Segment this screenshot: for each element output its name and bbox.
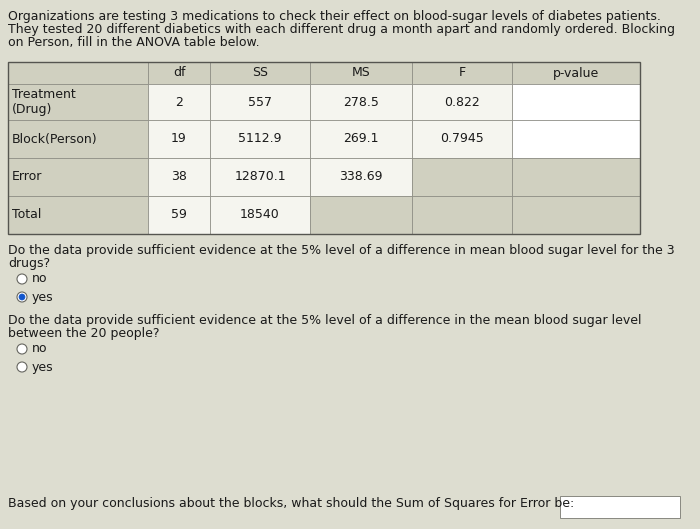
Bar bbox=[512, 62, 640, 84]
Text: F: F bbox=[458, 67, 466, 79]
Bar bbox=[148, 120, 210, 158]
Bar bbox=[512, 158, 640, 196]
Text: SS: SS bbox=[252, 67, 268, 79]
Bar bbox=[148, 158, 210, 196]
Bar bbox=[8, 158, 148, 196]
Text: 557: 557 bbox=[248, 96, 272, 108]
Bar bbox=[310, 158, 412, 196]
Text: MS: MS bbox=[351, 67, 370, 79]
Bar bbox=[412, 158, 512, 196]
Text: drugs?: drugs? bbox=[8, 257, 50, 270]
Text: 0.7945: 0.7945 bbox=[440, 132, 484, 145]
Bar bbox=[512, 120, 640, 158]
Bar bbox=[148, 62, 210, 84]
Bar bbox=[8, 120, 148, 158]
Text: yes: yes bbox=[32, 290, 54, 304]
Bar bbox=[412, 62, 512, 84]
Text: no: no bbox=[32, 272, 48, 286]
Bar bbox=[210, 158, 310, 196]
Text: 18540: 18540 bbox=[240, 208, 280, 222]
Text: 38: 38 bbox=[171, 170, 187, 184]
Text: 2: 2 bbox=[175, 96, 183, 108]
Text: 278.5: 278.5 bbox=[343, 96, 379, 108]
Bar bbox=[210, 84, 310, 120]
Bar bbox=[8, 62, 640, 234]
Bar bbox=[512, 196, 640, 234]
Bar bbox=[560, 496, 680, 518]
Bar bbox=[148, 196, 210, 234]
Text: 0.822: 0.822 bbox=[444, 96, 480, 108]
Text: Treatment
(Drug): Treatment (Drug) bbox=[12, 87, 76, 116]
Bar bbox=[8, 62, 148, 84]
Bar bbox=[210, 120, 310, 158]
Bar bbox=[310, 196, 412, 234]
Text: df: df bbox=[173, 67, 186, 79]
Text: They tested 20 different diabetics with each different drug a month apart and ra: They tested 20 different diabetics with … bbox=[8, 23, 675, 36]
Bar bbox=[310, 120, 412, 158]
Text: on Person, fill in the ANOVA table below.: on Person, fill in the ANOVA table below… bbox=[8, 36, 260, 49]
Bar bbox=[8, 84, 148, 120]
Circle shape bbox=[17, 362, 27, 372]
Text: 19: 19 bbox=[171, 132, 187, 145]
Circle shape bbox=[17, 274, 27, 284]
Bar bbox=[310, 62, 412, 84]
Text: Do the data provide sufficient evidence at the 5% level of a difference in the m: Do the data provide sufficient evidence … bbox=[8, 314, 641, 327]
Text: Do the data provide sufficient evidence at the 5% level of a difference in mean : Do the data provide sufficient evidence … bbox=[8, 244, 675, 257]
Bar bbox=[8, 196, 148, 234]
Bar bbox=[412, 120, 512, 158]
Text: 269.1: 269.1 bbox=[343, 132, 379, 145]
Text: yes: yes bbox=[32, 360, 54, 373]
Text: Total: Total bbox=[12, 208, 41, 222]
Text: 59: 59 bbox=[171, 208, 187, 222]
Text: between the 20 people?: between the 20 people? bbox=[8, 327, 160, 340]
Text: Based on your conclusions about the blocks, what should the Sum of Squares for E: Based on your conclusions about the bloc… bbox=[8, 497, 574, 510]
Bar bbox=[310, 84, 412, 120]
Text: Error: Error bbox=[12, 170, 43, 184]
Bar bbox=[412, 196, 512, 234]
Bar bbox=[210, 196, 310, 234]
Bar bbox=[148, 84, 210, 120]
Text: no: no bbox=[32, 342, 48, 355]
Text: 12870.1: 12870.1 bbox=[234, 170, 286, 184]
Text: Organizations are testing 3 medications to check their effect on blood-sugar lev: Organizations are testing 3 medications … bbox=[8, 10, 661, 23]
Text: Block(Person): Block(Person) bbox=[12, 132, 97, 145]
Circle shape bbox=[17, 344, 27, 354]
Circle shape bbox=[17, 292, 27, 302]
Text: p-value: p-value bbox=[553, 67, 599, 79]
Circle shape bbox=[19, 294, 25, 300]
Text: 338.69: 338.69 bbox=[340, 170, 383, 184]
Text: 5112.9: 5112.9 bbox=[238, 132, 281, 145]
Bar bbox=[210, 62, 310, 84]
Bar bbox=[412, 84, 512, 120]
Bar bbox=[512, 84, 640, 120]
